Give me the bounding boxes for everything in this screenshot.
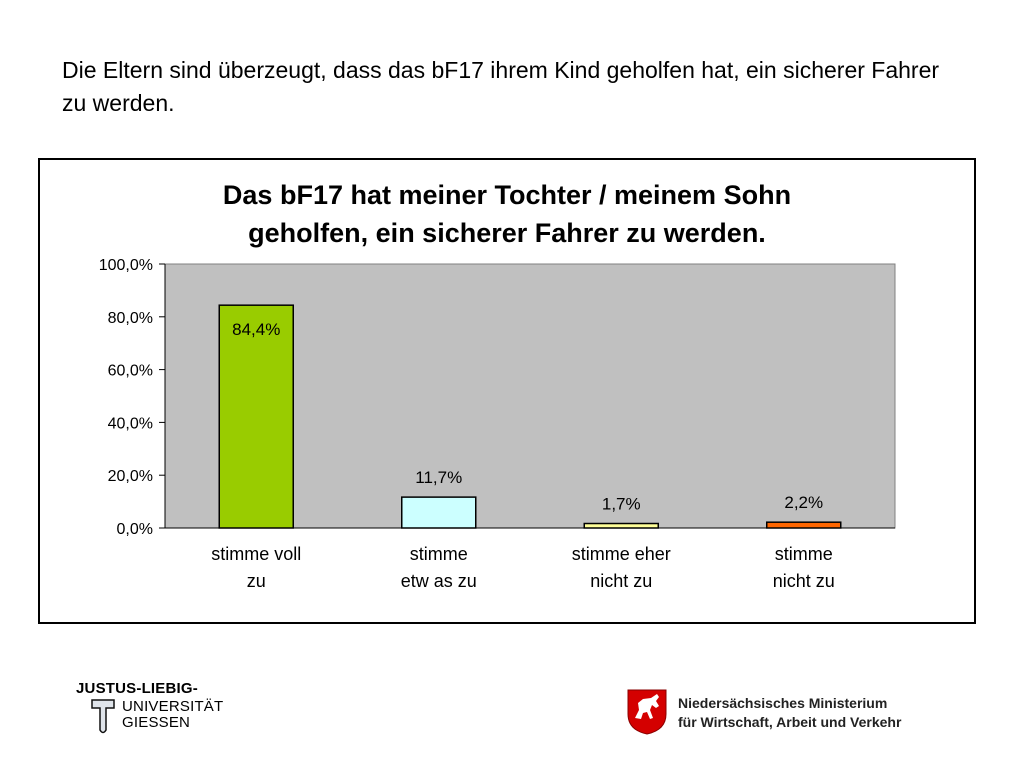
ministry-logo-line-2: für Wirtschaft, Arbeit und Verkehr — [678, 714, 902, 730]
chart-title-line-1: Das bF17 hat meiner Tochter / meinem Soh… — [222, 180, 792, 210]
lower-saxony-horse-coat-of-arms-icon — [627, 689, 667, 735]
bar-value-label-1: 11,7% — [415, 468, 462, 487]
y-tick-label-1: 20,0% — [108, 468, 153, 485]
university-logo-line-3: GIESSEN — [122, 714, 191, 731]
y-tick-label-2: 40,0% — [108, 415, 153, 432]
university-logo: JUSTUS-LIEBIG- UNIVERSITÄT GIESSEN — [74, 680, 224, 740]
x-category-label-1-0: stimme — [410, 544, 468, 564]
ministry-logo: Niedersächsisches Ministerium für Wirtsc… — [618, 684, 914, 740]
bar-value-label-2: 1,7% — [602, 495, 641, 514]
y-tick-label-0: 0,0% — [117, 521, 153, 538]
bar-3 — [766, 521, 842, 529]
x-category-label-0-0: stimme voll — [211, 544, 301, 564]
bar-0 — [218, 304, 294, 529]
x-category-label-2-0: stimme eher — [572, 544, 671, 564]
x-category-label-0-1: zu — [247, 571, 266, 591]
y-tick-label-3: 60,0% — [108, 363, 153, 380]
bar-2 — [583, 522, 659, 529]
x-category-label-3-1: nicht zu — [773, 571, 835, 591]
university-logo-line-2: UNIVERSITÄT — [122, 698, 224, 715]
ministry-logo-line-1: Niedersächsisches Ministerium — [678, 695, 888, 711]
slide-heading: Die Eltern sind überzeugt, dass das bF17… — [62, 57, 940, 116]
bar-chart: 0,0% 20,0% 40,0% 60,0% 80,0% 100,0% 84,4% stimm… — [99, 257, 896, 591]
university-t-emblem-icon — [91, 699, 115, 734]
chart-frame: Das bF17 hat meiner Tochter / meinem Soh… — [38, 158, 976, 624]
y-tick-label-5: 100,0% — [99, 257, 153, 274]
bar-1 — [401, 496, 477, 529]
x-category-label-3-0: stimme — [775, 544, 833, 564]
x-category-label-1-1: etw as zu — [401, 571, 477, 591]
bar-value-label-0: 84,4% — [232, 320, 280, 339]
university-logo-line-1: JUSTUS-LIEBIG- — [76, 680, 198, 697]
y-tick-label-4: 80,0% — [108, 310, 153, 327]
bar-value-label-3: 2,2% — [784, 493, 823, 512]
x-category-label-2-1: nicht zu — [590, 571, 652, 591]
chart-title-line-2: geholfen, ein sicherer Fahrer zu werden. — [248, 218, 766, 248]
